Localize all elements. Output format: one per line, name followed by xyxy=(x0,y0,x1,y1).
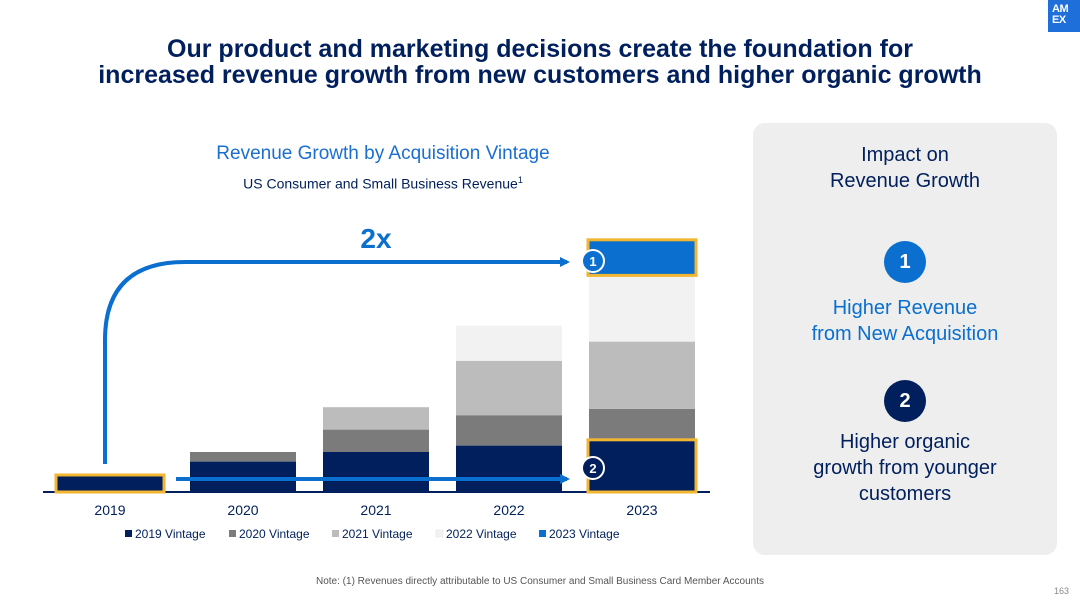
legend-label-2020-vintage: 2020 Vintage xyxy=(239,527,310,541)
chart-title: Revenue Growth by Acquisition Vintage xyxy=(216,143,550,164)
legend-swatch-2022-vintage xyxy=(435,529,444,538)
legend-swatch-2020-vintage xyxy=(229,530,236,537)
marker-1-label: 1 xyxy=(589,254,596,269)
impact-2-line1: Higher organic xyxy=(839,431,971,453)
panel-title: Impact on Revenue Growth xyxy=(753,142,1057,194)
marker-2: 2 xyxy=(581,456,605,480)
marker-1-circle xyxy=(581,249,605,273)
chart-subtitle: US Consumer and Small Business Revenue1 xyxy=(158,175,608,192)
legend-label-2022-vintage: 2022 Vintage xyxy=(446,527,517,541)
bar-2023-2022-vintage xyxy=(589,274,695,342)
bar-2022-2022-vintage xyxy=(456,325,562,361)
footnote-marker: 1 xyxy=(517,175,523,185)
panel-title-line2: Revenue Growth xyxy=(829,170,981,192)
impact-panel: Impact on Revenue Growth 1 Higher Revenu… xyxy=(753,123,1057,555)
bar-2020-2020-vintage xyxy=(190,452,296,462)
bar-2022-2021-vintage xyxy=(456,360,562,416)
marker-2-circle xyxy=(581,456,605,480)
marker-2-label: 2 xyxy=(589,461,596,476)
bar-2021-2019-vintage xyxy=(323,452,429,492)
growth-arrow-top xyxy=(103,257,570,464)
impact-1-line2: from New Acquisition xyxy=(811,323,999,345)
bar-2023-2020-vintage xyxy=(589,408,695,441)
legend-label-2019-vintage: 2019 Vintage xyxy=(135,527,206,541)
legend-label-2021-vintage: 2021 Vintage xyxy=(342,527,413,541)
legend-swatch-2023-vintage xyxy=(539,530,546,537)
impact-2-line2: growth from younger xyxy=(813,457,997,479)
x-tick-labels: 2019 2020 2021 2022 2023 xyxy=(94,502,657,518)
slide-title-line2: increased revenue growth from new custom… xyxy=(98,61,982,89)
bars-group xyxy=(57,240,695,492)
arrows-group xyxy=(103,257,570,484)
bar-2023-2021-vintage xyxy=(589,341,695,409)
legend-swatch-2021-vintage xyxy=(332,530,339,537)
impact-2-text: Higher organic growth from younger custo… xyxy=(753,429,1057,507)
vintage-bar-chart: 2x 1 2 2019 2020 2021 2022 2023 2019 Vintage… xyxy=(43,223,710,541)
impact-1-circle: 1 xyxy=(884,241,926,283)
legend-item-2019-vintage: 2019 Vintage xyxy=(125,527,206,541)
highlight-2019-vintage-2019 xyxy=(54,473,166,494)
page-number: 163 xyxy=(1054,586,1070,596)
x-tick-label-2023: 2023 xyxy=(626,502,657,518)
impact-1-line1: Higher Revenue xyxy=(832,297,978,319)
bar-2022-2020-vintage xyxy=(456,415,562,446)
bar-2022-2019-vintage xyxy=(456,445,562,492)
slide-title-line1: Our product and marketing decisions crea… xyxy=(167,35,913,63)
multiplier-label: 2x xyxy=(360,223,392,254)
impact-1-text: Higher Revenue from New Acquisition xyxy=(753,295,1057,347)
legend-item-2022-vintage: 2022 Vintage xyxy=(435,527,517,541)
marker-1: 1 xyxy=(581,249,605,273)
legend: 2019 Vintage 2020 Vintage 2021 Vintage 2022… xyxy=(125,527,620,541)
x-tick-label-2021: 2021 xyxy=(360,502,391,518)
bar-2020-2019-vintage xyxy=(190,461,296,492)
amex-logo: AM EX xyxy=(1048,0,1080,32)
bar-2021-2021-vintage xyxy=(323,407,429,430)
legend-item-2021-vintage: 2021 Vintage xyxy=(332,527,413,541)
footnote: Note: (1) Revenues directly attributable… xyxy=(316,576,764,587)
legend-label-2023-vintage: 2023 Vintage xyxy=(549,527,620,541)
bar-2023-2023-vintage xyxy=(589,240,695,275)
legend-item-2020-vintage: 2020 Vintage xyxy=(229,527,310,541)
bar-2021-2020-vintage xyxy=(323,429,429,452)
bar-2019-2019-vintage xyxy=(57,476,163,492)
x-tick-label-2020: 2020 xyxy=(227,502,258,518)
slide-title: Our product and marketing decisions crea… xyxy=(0,36,1080,88)
impact-2-circle: 2 xyxy=(884,380,926,422)
x-tick-label-2022: 2022 xyxy=(493,502,524,518)
x-tick-label-2019: 2019 xyxy=(94,502,125,518)
impact-2-line3: customers xyxy=(858,483,952,505)
panel-title-line1: Impact on xyxy=(861,144,949,166)
chart-subtitle-text: US Consumer and Small Business Revenue xyxy=(243,175,518,192)
legend-swatch-2019-vintage xyxy=(125,530,132,537)
legend-item-2023-vintage: 2023 Vintage xyxy=(539,527,620,541)
bar-2023-2019-vintage xyxy=(589,440,695,492)
